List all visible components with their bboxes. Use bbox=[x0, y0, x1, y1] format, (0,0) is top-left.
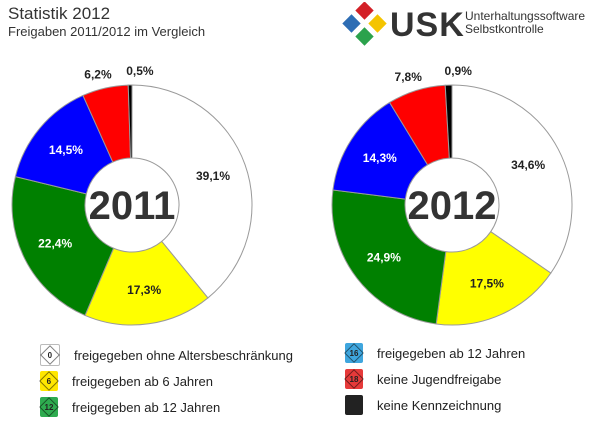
slice-2011-2 bbox=[11, 176, 115, 317]
legend-item: 18 keine Jugendfreigabe bbox=[344, 366, 525, 392]
donut-charts: 39,1% 17,3% 22,4% 14,5% 6,2% 0,5% 2011 34,6% 17,… bbox=[11, 64, 573, 326]
legend-left: 0 freigegeben ohne Altersbeschränkung 6 fre… bbox=[39, 342, 293, 420]
slice-label: 7,8% bbox=[395, 70, 423, 84]
slice-2012-5 bbox=[444, 84, 453, 159]
slice-label: 14,5% bbox=[49, 143, 83, 157]
legend-item: keine Kennzeichnung bbox=[345, 392, 525, 418]
usk-logo-text: USK bbox=[390, 6, 465, 44]
usk-subtitle-line2: Selbstkontrolle bbox=[465, 22, 544, 36]
legend-label: keine Jugendfreigabe bbox=[377, 371, 502, 387]
slice-2011-5 bbox=[127, 84, 133, 159]
page-subtitle: Freigaben 2011/2012 im Vergleich bbox=[8, 24, 206, 39]
legend-label: freigegeben ab 12 Jahren bbox=[377, 345, 526, 361]
slice-label: 0,9% bbox=[445, 64, 473, 78]
slice-2012-1 bbox=[435, 230, 552, 326]
slice-label: 22,4% bbox=[38, 237, 72, 251]
legend-item: 0 freigegeben ohne Altersbeschränkung bbox=[40, 342, 293, 368]
chart-year-title: 2012 bbox=[408, 184, 497, 228]
age-rating-badge-icon: 12 bbox=[39, 397, 59, 417]
slice-2011-0 bbox=[131, 84, 253, 299]
usk-subtitle-line1: Unterhaltungssoftware bbox=[465, 9, 586, 23]
legend-label: keine Kennzeichnung bbox=[377, 397, 502, 413]
legend-item: 12 freigegeben ab 12 Jahren bbox=[39, 394, 293, 420]
legend-item: 16 freigegeben ab 12 Jahren bbox=[344, 340, 526, 366]
slice-2012-0 bbox=[451, 84, 573, 274]
page-title: Statistik 2012 bbox=[8, 4, 111, 23]
age-rating-badge-icon: 16 bbox=[344, 343, 364, 363]
age-rating-badge-icon: 6 bbox=[39, 371, 59, 391]
legend-label: freigegeben ohne Altersbeschränkung bbox=[74, 347, 293, 363]
slice-label: 14,3% bbox=[363, 151, 397, 165]
slice-label: 17,5% bbox=[470, 277, 504, 291]
usk-logo-subtitle: Unterhaltungssoftware Selbstkontrolle bbox=[465, 10, 585, 36]
legend-item: 6 freigegeben ab 6 Jahren bbox=[39, 368, 293, 394]
slice-label: 17,3% bbox=[127, 283, 161, 297]
age-rating-badge-icon: 0 bbox=[40, 344, 60, 366]
slice-label: 24,9% bbox=[367, 250, 401, 264]
chart-year-title: 2011 bbox=[89, 184, 176, 228]
age-rating-badge-icon bbox=[345, 395, 363, 415]
slice-label: 6,2% bbox=[84, 67, 112, 81]
usk-logo: USK Unterhaltungssoftware Selbstkontroll… bbox=[342, 2, 592, 50]
slice-2012-2 bbox=[331, 189, 447, 325]
slice-label: 0,5% bbox=[126, 64, 154, 78]
age-rating-badge-icon: 18 bbox=[344, 369, 364, 389]
legend-label: freigegeben ab 12 Jahren bbox=[72, 399, 221, 415]
slice-2011-1 bbox=[84, 240, 209, 326]
slice-label: 34,6% bbox=[511, 158, 545, 172]
legend-right: 16 freigegeben ab 12 Jahren 18 keine Jugend… bbox=[344, 340, 526, 418]
usk-diamonds-icon bbox=[342, 2, 387, 46]
legend-label: freigegeben ab 6 Jahren bbox=[72, 373, 213, 389]
slice-label: 39,1% bbox=[196, 169, 230, 183]
